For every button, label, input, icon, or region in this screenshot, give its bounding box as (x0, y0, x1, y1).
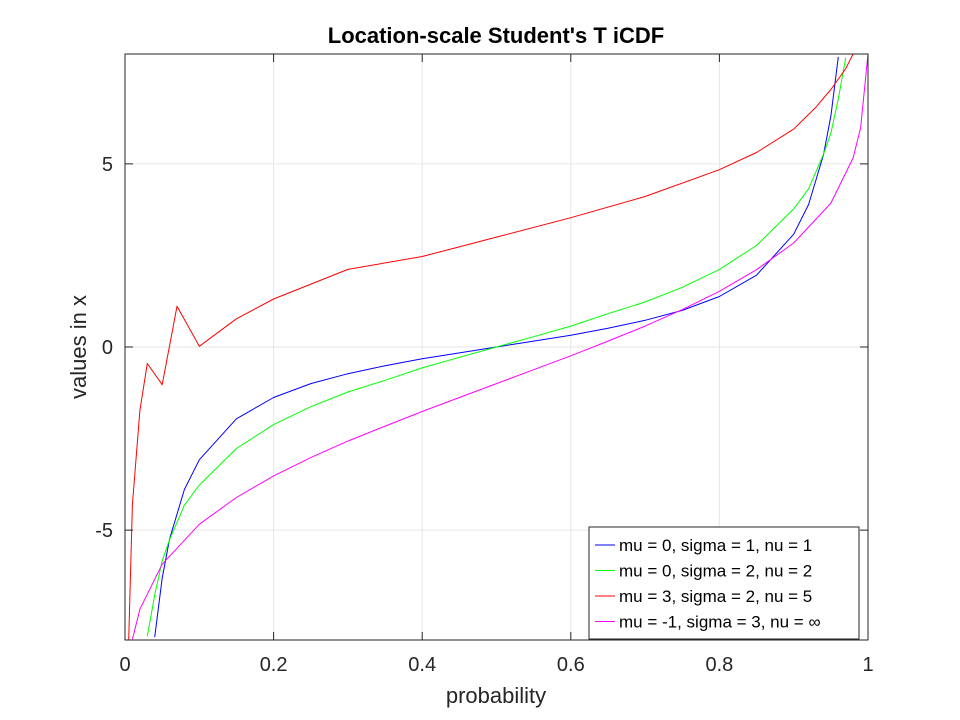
series-line-2 (146, 57, 847, 637)
x-tick-label: 0.8 (705, 654, 733, 676)
legend-label-3: mu = 3, sigma = 2, nu = 5 (619, 587, 812, 606)
x-tick-label: 0.6 (557, 654, 585, 676)
series-line-3 (128, 53, 854, 641)
legend-box (588, 526, 860, 640)
x-tick-label: 1 (862, 654, 873, 676)
y-axis-label: values in x (66, 295, 91, 399)
legend-label-1: mu = 0, sigma = 1, nu = 1 (619, 536, 812, 555)
y-tick-label: 0 (102, 337, 113, 359)
x-tick-label: 0.2 (260, 654, 288, 676)
ticks: 0 0.2 0.4 0.6 0.8 1 -5 0 5 (95, 54, 874, 676)
x-tick-label: 0.4 (408, 654, 436, 676)
legend: mu = 0, sigma = 1, nu = 1 mu = 0, sigma =… (588, 526, 860, 640)
legend-label-4: mu = -1, sigma = 3, nu = ∞ (619, 613, 821, 632)
y-tick-label: 5 (102, 154, 113, 176)
y-tick-label: -5 (95, 520, 113, 542)
series-line-4 (131, 53, 869, 640)
legend-label-2: mu = 0, sigma = 2, nu = 2 (619, 562, 812, 581)
series-lines (128, 53, 869, 641)
x-tick-label: 0 (119, 654, 130, 676)
chart-title: Location-scale Student's T iCDF (328, 23, 665, 48)
x-axis-label: probability (446, 683, 546, 708)
